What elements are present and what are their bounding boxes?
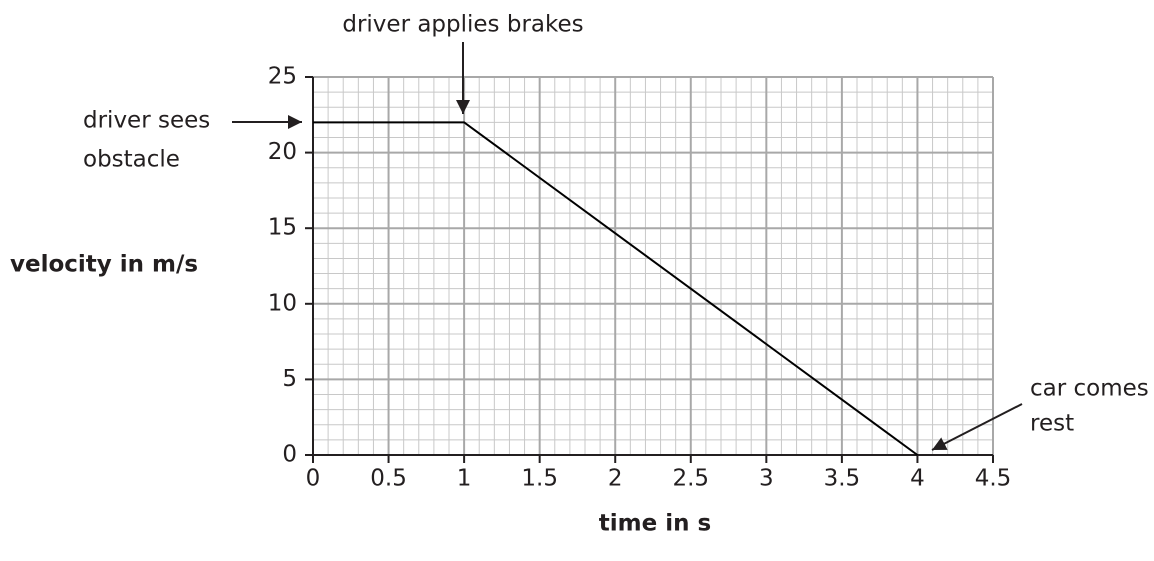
x-tick-label: 4.5: [975, 466, 1012, 492]
annotation: driver sees: [83, 108, 210, 134]
y-tick-label: 25: [268, 64, 297, 90]
x-tick-label: 2.5: [672, 466, 709, 492]
x-tick-label: 3.5: [824, 466, 861, 492]
y-tick-label: 0: [282, 442, 297, 468]
x-tick-label: 0: [306, 466, 321, 492]
y-tick-label: 15: [268, 215, 297, 241]
x-tick-label: 0.5: [370, 466, 407, 492]
annotation-arrow: [931, 403, 1023, 451]
x-axis-label: time in s: [599, 511, 711, 537]
y-axis-label: velocity in m/s: [10, 252, 198, 278]
y-tick-label: 20: [268, 139, 297, 165]
annotation: rest: [1030, 411, 1074, 437]
x-tick-label: 1.5: [521, 466, 558, 492]
annotation: driver applies brakes: [342, 12, 583, 38]
x-tick-label: 2: [608, 466, 623, 492]
annotation: obstacle: [83, 147, 180, 173]
x-tick-label: 4: [910, 466, 925, 492]
x-tick-label: 1: [457, 466, 472, 492]
data-line: [313, 121, 919, 456]
y-tick-label: 10: [268, 290, 297, 316]
x-tick-label: 3: [759, 466, 774, 492]
annotation: car comes to: [1030, 376, 1154, 402]
grid: [312, 76, 994, 456]
y-tick-label: 5: [282, 366, 297, 392]
